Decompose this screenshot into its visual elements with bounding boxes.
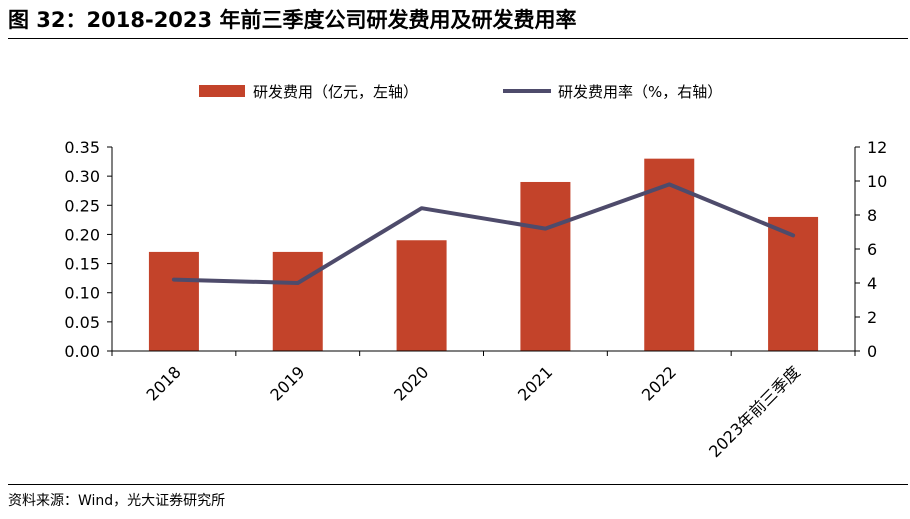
right-tick-label: 4 <box>867 274 877 293</box>
source-note: 资料来源：Wind，光大证券研究所 <box>8 493 226 509</box>
line-series <box>171 182 796 285</box>
bar-series <box>148 158 819 351</box>
bar-2021 <box>520 181 571 351</box>
right-tick-label: 10 <box>867 172 887 191</box>
axes: 0.00 0.05 0.10 0.15 0.20 0.25 0.30 0.35 0 2 4 6 8 10 1… <box>64 138 887 361</box>
x-label-2022: 2022 <box>638 362 680 404</box>
left-tick-label: 0.10 <box>64 284 100 303</box>
legend: 研发费用（亿元，左轴） 研发费用率（%，右轴） <box>199 83 722 101</box>
legend-bar-label: 研发费用（亿元，左轴） <box>253 83 418 101</box>
right-tick-label: 2 <box>867 308 877 327</box>
left-tick-label: 0.20 <box>64 225 100 244</box>
bar-2023年前三季度 <box>768 216 819 351</box>
bar-2019 <box>272 251 323 351</box>
bar-2018 <box>148 251 199 351</box>
source-divider <box>8 484 908 485</box>
right-tick-label: 6 <box>867 240 877 259</box>
legend-line-label: 研发费用率（%，右轴） <box>558 83 722 101</box>
left-tick-label: 0.35 <box>64 138 100 157</box>
x-label-2019: 2019 <box>266 362 308 404</box>
left-tick-label: 0.00 <box>64 342 100 361</box>
title-divider <box>8 38 908 39</box>
left-tick-label: 0.05 <box>64 313 100 332</box>
left-tick-label: 0.25 <box>64 196 100 215</box>
legend-bar-swatch <box>199 85 245 97</box>
x-label-2023年前三季度: 2023年前三季度 <box>705 362 804 461</box>
x-tick-labels: 2018 2019 2020 2021 2022 2023年前三季度 <box>143 362 804 461</box>
x-label-2020: 2020 <box>390 362 432 404</box>
right-tick-label: 12 <box>867 138 887 157</box>
right-tick-label: 8 <box>867 206 877 225</box>
left-tick-label: 0.15 <box>64 255 100 274</box>
bar-2022 <box>644 158 695 351</box>
left-tick-label: 0.30 <box>64 167 100 186</box>
right-tick-label: 0 <box>867 342 877 361</box>
figure-title: 图 32：2018-2023 年前三季度公司研发费用及研发费用率 <box>8 8 577 32</box>
rate-line <box>171 182 796 285</box>
x-label-2021: 2021 <box>514 362 556 404</box>
bar-2020 <box>396 240 447 351</box>
x-label-2018: 2018 <box>143 362 185 404</box>
